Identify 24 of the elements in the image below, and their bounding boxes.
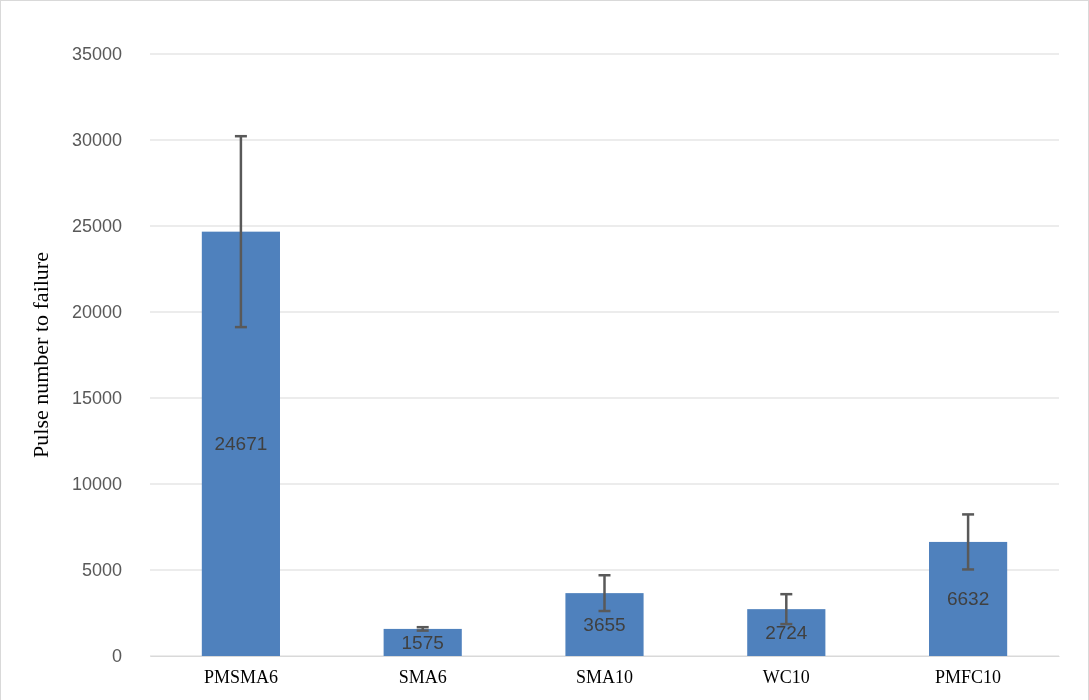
y-tick-label: 35000 <box>71 44 122 65</box>
data-label: 3655 <box>583 614 626 636</box>
bar <box>929 541 1008 656</box>
y-tick-label: 30000 <box>71 130 122 151</box>
data-label: 24671 <box>214 433 268 455</box>
y-tick-label: 15000 <box>71 388 122 409</box>
x-tick-label: WC10 <box>762 666 810 687</box>
bar <box>747 609 826 656</box>
bar <box>201 231 280 656</box>
data-label: 2724 <box>765 622 808 644</box>
y-tick-label: 10000 <box>71 474 122 495</box>
data-label: 1575 <box>401 631 444 653</box>
x-tick-label: PMFC10 <box>935 666 1002 687</box>
y-tick-label: 5000 <box>81 560 122 581</box>
y-axis-title: Pulse number to failure <box>28 252 53 458</box>
x-tick-label: PMSMA6 <box>203 666 278 687</box>
y-tick-label: 25000 <box>71 216 122 237</box>
data-label: 6632 <box>946 588 990 610</box>
bar <box>565 593 644 656</box>
x-tick-label: SMA10 <box>575 666 634 687</box>
y-tick-label: 20000 <box>71 302 122 323</box>
y-tick-label: 0 <box>111 646 122 667</box>
bar <box>383 628 462 656</box>
x-tick-label: SMA6 <box>398 666 447 687</box>
